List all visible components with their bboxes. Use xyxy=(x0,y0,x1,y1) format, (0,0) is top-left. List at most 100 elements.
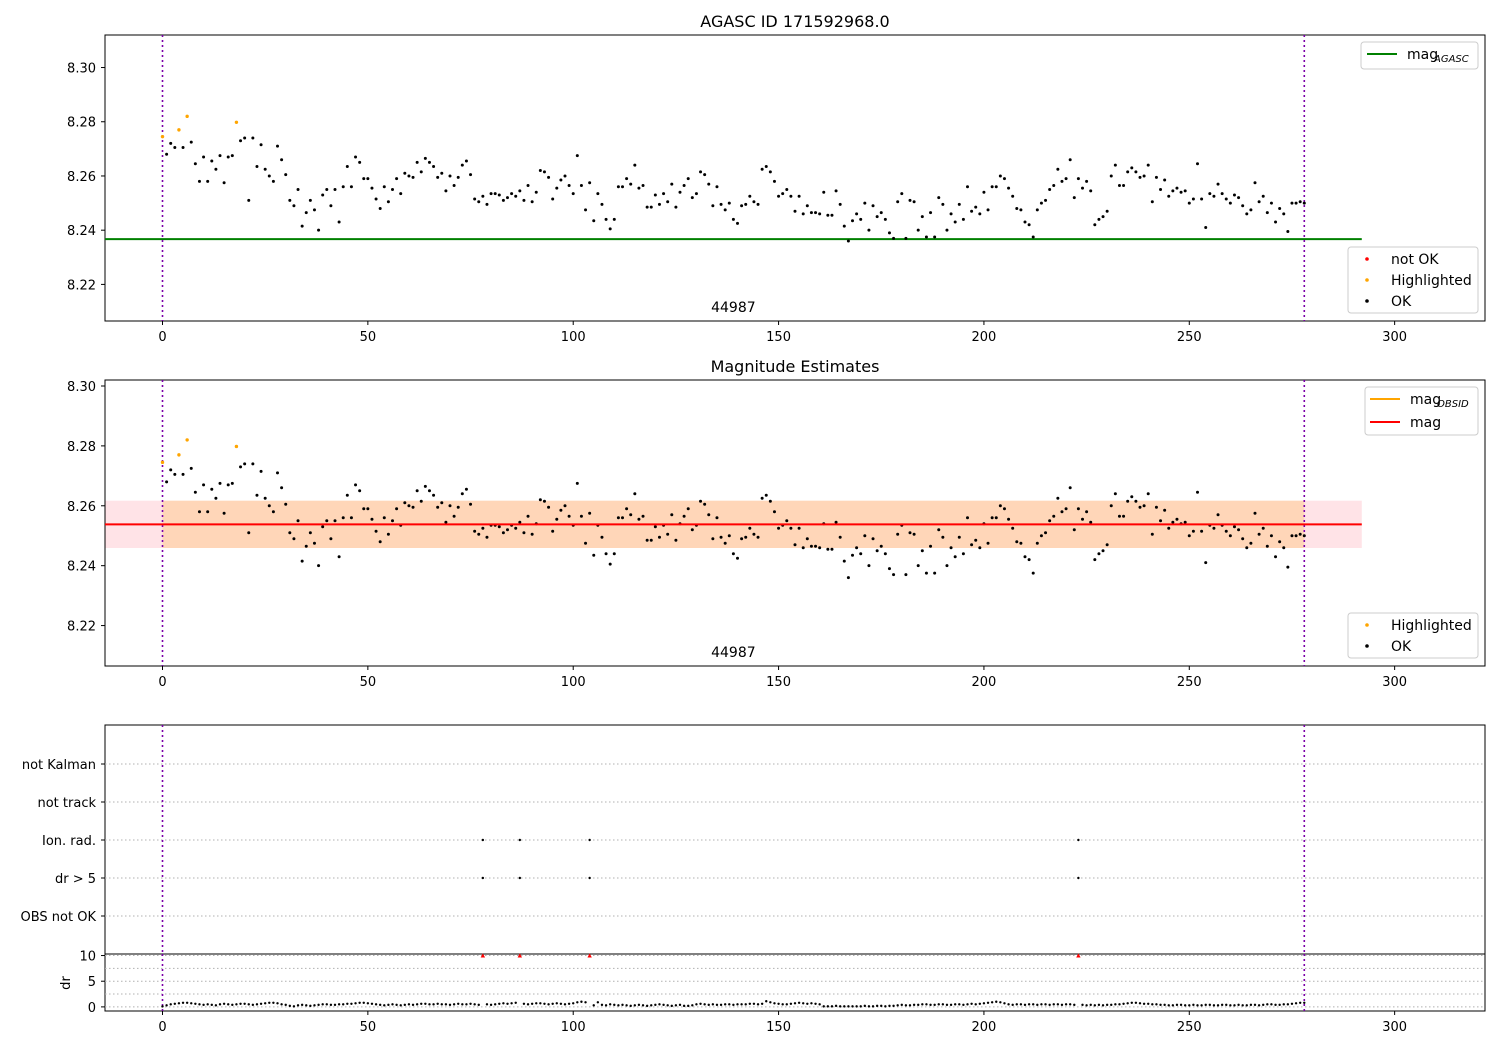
dr-point xyxy=(1257,1004,1261,1007)
p2-ytick-label: 8.30 xyxy=(67,380,96,395)
dr-point xyxy=(452,1003,456,1006)
dr-point xyxy=(740,1003,743,1006)
ok-point xyxy=(1249,541,1253,545)
ok-point xyxy=(633,492,637,496)
dr-point xyxy=(1171,1004,1175,1007)
dr-point xyxy=(358,1001,361,1004)
ok-point xyxy=(920,549,924,553)
dr-point xyxy=(900,1003,903,1007)
ok-point xyxy=(345,493,349,497)
dr-point xyxy=(970,1002,973,1006)
highlighted-point xyxy=(185,438,189,442)
ok-point xyxy=(362,507,366,511)
p2-xtick-label: 150 xyxy=(766,675,791,690)
dr-point xyxy=(403,1003,407,1007)
flag-category-label: not Kalman xyxy=(22,758,96,773)
ok-point xyxy=(547,505,551,509)
dr-point xyxy=(682,1004,686,1008)
dr-clipped-marker xyxy=(517,953,523,958)
dr-point xyxy=(695,1003,698,1006)
ok-point xyxy=(530,532,534,536)
ok-point xyxy=(1097,217,1101,221)
ok-point xyxy=(707,513,711,517)
dr-point xyxy=(843,1005,846,1008)
ok-point xyxy=(629,513,633,517)
ok-point xyxy=(736,221,739,225)
ok-point xyxy=(551,529,555,533)
dr-point xyxy=(1270,1003,1273,1006)
dr-point xyxy=(243,1002,246,1006)
dr-point xyxy=(707,1003,710,1007)
p1-ytick-label: 8.28 xyxy=(67,116,96,131)
ok-point xyxy=(571,192,575,196)
dr-point xyxy=(1229,1004,1232,1007)
ok-point xyxy=(1081,517,1084,521)
dr-point xyxy=(1114,1003,1117,1006)
ok-point xyxy=(887,231,891,235)
flag-category-label: Ion. rad. xyxy=(42,834,96,849)
ok-point xyxy=(1113,163,1117,167)
ok-point xyxy=(538,498,542,502)
dr-point xyxy=(276,1002,279,1005)
ok-point xyxy=(173,146,177,150)
ok-point xyxy=(863,534,867,538)
highlighted-point xyxy=(234,444,239,449)
dr-point xyxy=(744,1003,747,1006)
dr-point xyxy=(530,1002,534,1006)
p1-xtick-label: 100 xyxy=(561,330,586,345)
legend-not-ok-marker xyxy=(1365,257,1369,261)
p2-xtick-label: 0 xyxy=(158,675,166,690)
ok-point xyxy=(604,552,608,556)
ok-point xyxy=(612,217,616,221)
ok-point xyxy=(366,177,370,181)
dr-point xyxy=(321,1003,324,1006)
ok-point xyxy=(772,510,776,514)
dr-point xyxy=(313,1004,316,1007)
dr-point xyxy=(1126,1002,1129,1005)
ok-point xyxy=(1002,507,1006,511)
ok-point xyxy=(653,193,657,197)
ok-point xyxy=(809,211,813,215)
dr-point xyxy=(1278,1003,1281,1007)
dr-point xyxy=(259,1002,263,1006)
flag-point xyxy=(518,876,522,880)
ok-point xyxy=(945,228,949,232)
ok-point xyxy=(296,519,300,523)
ok-point xyxy=(1286,230,1290,234)
ok-point xyxy=(600,202,604,206)
dr-point xyxy=(806,1002,809,1006)
ok-point xyxy=(1109,504,1113,508)
ok-point xyxy=(1220,192,1224,196)
ok-point xyxy=(830,213,834,217)
dr-point xyxy=(305,1004,308,1007)
ok-point xyxy=(510,192,514,196)
panel2-marks xyxy=(105,380,1362,666)
ok-point xyxy=(1212,526,1216,530)
ok-point xyxy=(797,526,801,530)
dr-point xyxy=(1052,1003,1055,1006)
ok-point xyxy=(1064,177,1068,181)
dr-point xyxy=(793,1002,797,1005)
ok-point xyxy=(1154,175,1158,179)
dr-point xyxy=(239,1002,242,1006)
legend-ok-label: OK xyxy=(1391,294,1412,310)
dr-point xyxy=(395,1003,398,1007)
dr-point xyxy=(535,1002,538,1005)
ok-point xyxy=(452,183,456,187)
ok-point xyxy=(1204,561,1208,565)
ok-point xyxy=(288,198,292,202)
ok-point xyxy=(1085,510,1089,514)
dr-point xyxy=(432,1003,435,1006)
panel1-line-legend: mag AGASC xyxy=(1360,41,1479,70)
dr-point xyxy=(227,1003,230,1006)
p1-ytick-label: 8.26 xyxy=(67,170,96,185)
dr-point xyxy=(1155,1003,1158,1006)
dr-point xyxy=(263,1002,267,1005)
dr-point xyxy=(218,1003,222,1006)
legend-mag-agasc-subscript: AGASC xyxy=(1433,54,1469,65)
ok-point xyxy=(1228,201,1232,205)
dr-point xyxy=(1056,1003,1060,1006)
ok-point xyxy=(317,564,321,568)
dr-point xyxy=(1130,1001,1133,1004)
ok-point xyxy=(165,480,169,484)
